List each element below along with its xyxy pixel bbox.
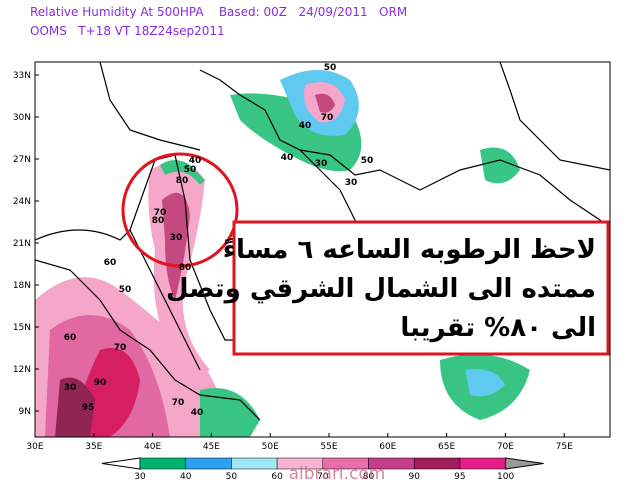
annotation-line: ممتده الى الشمال الشرقي وتصل [166,274,596,304]
colorbar-segment [231,457,278,470]
latitude-label: 15N [13,323,31,333]
latitude-label: 12N [13,365,31,375]
longitude-label: 45E [203,442,220,452]
humidity-fields [35,70,610,437]
contour-label: 50 [324,63,337,73]
contour-label: 40 [281,153,294,163]
contour-label: 70 [114,343,127,353]
colorbar-label: 60 [271,472,283,480]
contour-label: 80 [179,263,192,273]
contour-label: 60 [104,258,117,268]
longitude-label: 60E [379,442,396,452]
contour-label: 70 [172,398,185,408]
latitude-label: 33N [13,71,31,81]
colorbar-label: 50 [226,472,238,480]
latitude-label: 18N [13,281,31,291]
contour-label: 50 [361,156,374,166]
header-title: Relative Humidity At 500HPA Based: 00Z 2… [30,5,407,19]
colorbar-start [101,457,141,470]
contour-label: 80 [176,176,189,186]
latitude-label: 27N [13,155,31,165]
colorbar-label: 30 [134,472,146,480]
longitude-label: 50E [262,442,279,452]
contour-label: 30 [315,159,328,169]
contour-label: 90 [94,378,107,388]
longitude-label: 55E [320,442,337,452]
annotation-line: لاحظ الرطوبه الساعه ٦ مساءً [223,235,596,265]
colorbar-segment [185,457,232,470]
contour-label: 95 [82,403,95,413]
latitude-label: 30N [13,113,31,123]
contour-label: 30 [64,383,77,393]
contour-label: 70 [154,208,167,218]
contour-label: 80 [152,216,165,226]
colorbar-label: 70 [317,472,329,480]
colorbar-segment [459,457,506,470]
colorbar-label: 100 [497,472,514,480]
contour-label: 30 [170,233,183,243]
contour-label: 50 [184,165,197,175]
colorbar-end [505,457,544,470]
contour-label: 30 [345,178,358,188]
latitude-label: 21N [13,239,31,249]
longitude-label: 40E [144,442,161,452]
longitude-label: 75E [556,442,573,452]
map-frame [34,61,611,438]
watermark: albrari.com [289,464,386,480]
colorbar-label: 90 [408,472,420,480]
colorbar-segment [139,457,186,470]
colorbar-label: 95 [454,472,465,480]
annotation-box [232,220,610,356]
contour-label: 40 [189,156,202,166]
colorbar-segment [413,457,461,470]
longitude-label: 35E [85,442,102,452]
header-subtitle: OOMS T+18 VT 18Z24sep2011 [30,24,225,38]
contour-label: 70 [321,113,334,123]
contour-label: 40 [191,408,204,418]
latitude-label: 24N [13,197,31,207]
contour-label: 60 [64,333,77,343]
longitude-label: 65E [438,442,455,452]
colorbar-label: 80 [363,472,375,480]
contour-label: 50 [119,285,132,295]
contour-label: 40 [299,121,312,131]
longitude-label: 70E [497,442,514,452]
longitude-label: 30E [26,442,43,452]
coastlines [35,62,610,421]
highlight-circle [121,152,239,268]
latitude-label: 9N [19,407,31,417]
colorbar-label: 40 [180,472,192,480]
annotation-line: الى ٨٠% تقريبا [400,313,596,343]
